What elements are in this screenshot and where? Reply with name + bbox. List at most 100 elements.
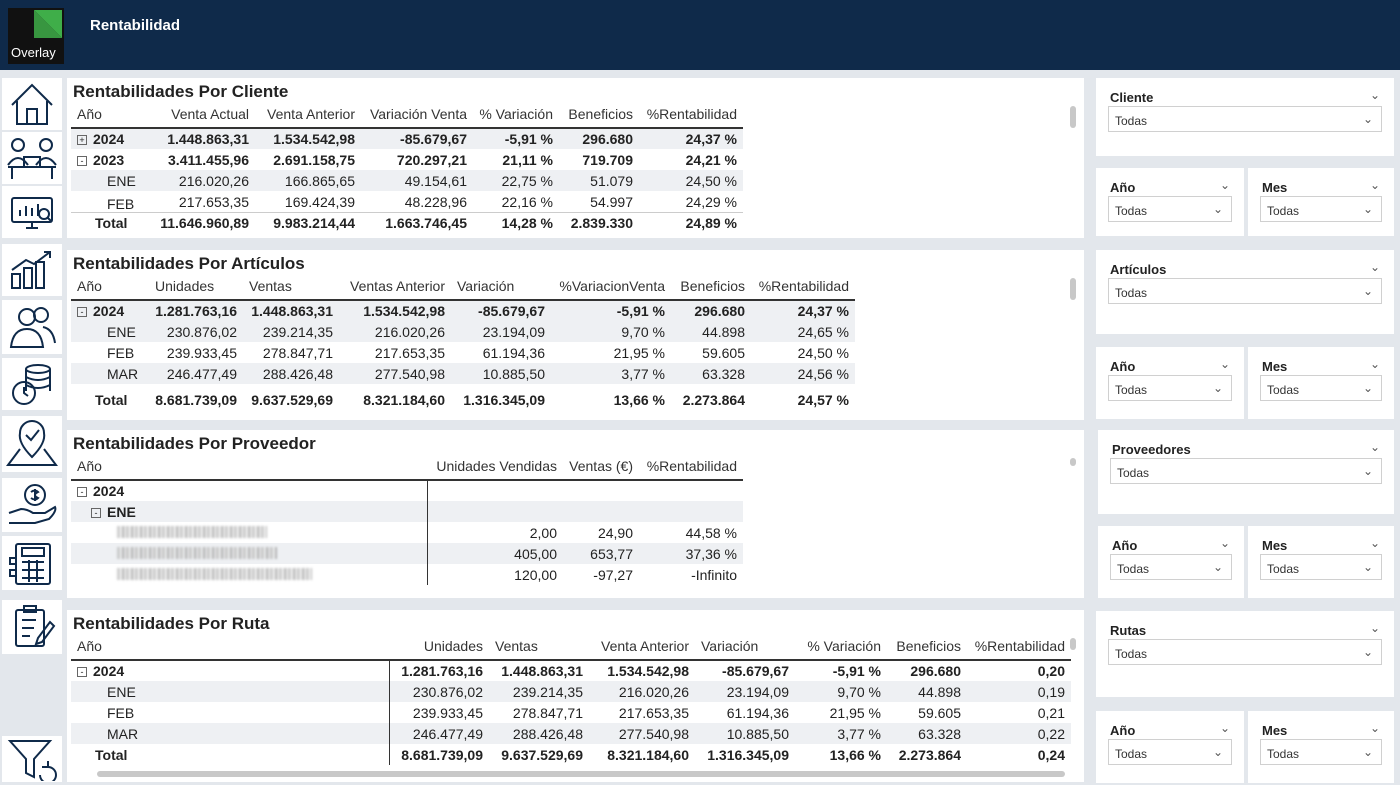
page-title: Rentabilidad bbox=[90, 17, 181, 34]
column-header[interactable]: % Variación bbox=[479, 105, 553, 122]
scrollbar[interactable] bbox=[1070, 638, 1076, 650]
table-row: -2023 3.411.455,96 2.691.158,75 720.297,21… bbox=[71, 149, 743, 170]
routes-button[interactable] bbox=[2, 416, 62, 472]
scrollbar[interactable] bbox=[1070, 106, 1076, 128]
users-icon bbox=[9, 307, 56, 348]
column-header[interactable]: Unidades bbox=[155, 277, 215, 294]
column-header[interactable]: Venta Anterior bbox=[601, 637, 689, 654]
collapse-icon[interactable]: - bbox=[77, 667, 87, 678]
column-header[interactable]: Unidades Vendidas bbox=[436, 457, 557, 474]
mes-dropdown[interactable]: Todas ⌄ bbox=[1260, 739, 1382, 765]
slicer-anio-3: Año ⌄ Todas ⌄ bbox=[1098, 526, 1244, 598]
collapse-icon[interactable]: - bbox=[77, 487, 87, 498]
expand-icon[interactable]: + bbox=[77, 135, 87, 146]
mes-dropdown[interactable]: Todas ⌄ bbox=[1260, 554, 1382, 580]
chevron-down-icon[interactable]: ⌄ bbox=[1369, 357, 1380, 371]
growth-button[interactable] bbox=[2, 244, 62, 296]
column-header[interactable]: % Variación bbox=[807, 637, 881, 654]
profitability-button[interactable] bbox=[2, 358, 62, 410]
chevron-down-icon: ⌄ bbox=[1362, 745, 1373, 759]
column-header[interactable]: Venta Actual bbox=[171, 105, 249, 122]
column-header[interactable]: Ventas bbox=[495, 637, 538, 654]
column-header[interactable]: Ventas bbox=[249, 277, 292, 294]
top-bar: Overlay Rentabilidad bbox=[0, 0, 1400, 70]
column-header[interactable]: %VariacionVenta bbox=[559, 277, 665, 294]
panel-rentabilidad-proveedor: Rentabilidades Por Proveedor Año Unidade… bbox=[67, 430, 1084, 598]
column-header[interactable]: Ventas Anterior bbox=[350, 277, 445, 294]
horizontal-scrollbar[interactable] bbox=[97, 771, 1065, 777]
column-header[interactable]: Variación bbox=[701, 637, 759, 654]
slicer-anio-1: Año ⌄ Todas ⌄ bbox=[1096, 168, 1244, 236]
chevron-down-icon[interactable]: ⌄ bbox=[1219, 721, 1230, 735]
mes-dropdown[interactable]: Todas ⌄ bbox=[1260, 375, 1382, 401]
table-row: -2024 1.281.763,16 1.448.863,31 1.534.542,… bbox=[71, 660, 1071, 681]
home-icon bbox=[11, 83, 53, 125]
clients-button[interactable] bbox=[2, 132, 62, 184]
table-row: FEB 217.653,35 169.424,39 48.228,96 22,16 %… bbox=[107, 193, 737, 213]
reset-filters-button[interactable] bbox=[2, 736, 62, 782]
column-header[interactable]: Beneficios bbox=[680, 277, 745, 294]
scrollbar[interactable] bbox=[1070, 458, 1076, 466]
table-total-cliente: Total 11.646.960,89 9.983.214,44 1.663.746… bbox=[71, 212, 743, 234]
mes-dropdown[interactable]: Todas ⌄ bbox=[1260, 196, 1382, 222]
money-button[interactable] bbox=[2, 478, 62, 532]
users-button[interactable] bbox=[2, 300, 62, 354]
chevron-down-icon[interactable]: ⌄ bbox=[1369, 621, 1380, 635]
tasks-button[interactable] bbox=[2, 600, 62, 654]
column-header[interactable]: Venta Anterior bbox=[267, 105, 355, 122]
column-header[interactable]: Variación bbox=[457, 277, 515, 294]
cliente-dropdown[interactable]: Todas ⌄ bbox=[1108, 106, 1382, 132]
money-hand-icon bbox=[8, 484, 57, 524]
column-header[interactable]: Beneficios bbox=[896, 637, 961, 654]
collapse-icon[interactable]: - bbox=[91, 507, 101, 518]
column-header[interactable]: Año bbox=[77, 105, 102, 122]
home-button[interactable] bbox=[2, 78, 62, 130]
anio-dropdown[interactable]: Todas ⌄ bbox=[1108, 375, 1232, 401]
anio-dropdown[interactable]: Todas ⌄ bbox=[1108, 196, 1232, 222]
chevron-down-icon[interactable]: ⌄ bbox=[1369, 260, 1380, 274]
slicer-mes-4: Mes ⌄ Todas ⌄ bbox=[1248, 711, 1394, 783]
column-header[interactable]: Beneficios bbox=[568, 105, 633, 122]
chevron-down-icon[interactable]: ⌄ bbox=[1369, 178, 1380, 192]
chevron-down-icon: ⌄ bbox=[1362, 112, 1373, 126]
scrollbar[interactable] bbox=[1070, 278, 1076, 300]
panel-rentabilidad-cliente: Rentabilidades Por Cliente Año Venta Act… bbox=[67, 78, 1084, 238]
rutas-dropdown[interactable]: Todas ⌄ bbox=[1108, 639, 1382, 665]
anio-dropdown[interactable]: Todas ⌄ bbox=[1110, 554, 1232, 580]
calculator-button[interactable] bbox=[2, 536, 62, 590]
collapse-icon[interactable]: - bbox=[77, 307, 87, 318]
chevron-down-icon[interactable]: ⌄ bbox=[1219, 536, 1230, 550]
table-row: MAR 246.477,49 288.426,48 277.540,98 10.885… bbox=[71, 363, 855, 384]
column-header[interactable]: Ventas (€) bbox=[569, 457, 633, 474]
chevron-down-icon: ⌄ bbox=[1212, 381, 1223, 395]
slicer-mes-2: Mes ⌄ Todas ⌄ bbox=[1248, 347, 1394, 419]
column-header[interactable]: Año bbox=[77, 457, 102, 474]
column-header[interactable]: %Rentabilidad bbox=[646, 457, 737, 474]
column-header[interactable]: Unidades bbox=[423, 637, 483, 654]
proveedores-dropdown[interactable]: Todas ⌄ bbox=[1110, 458, 1382, 484]
column-header[interactable]: %Rentabilidad bbox=[974, 637, 1065, 654]
collapse-icon[interactable]: - bbox=[77, 155, 87, 166]
column-header[interactable]: %Rentabilidad bbox=[758, 277, 849, 294]
panel-title: Rentabilidades Por Artículos bbox=[73, 254, 305, 273]
chevron-down-icon[interactable]: ⌄ bbox=[1369, 536, 1380, 550]
sales-report-button[interactable] bbox=[2, 186, 62, 238]
table-row: MAR 246.477,49 288.426,48 277.540,98 10.885… bbox=[71, 723, 1071, 744]
slicer-mes-3: Mes ⌄ Todas ⌄ bbox=[1248, 526, 1394, 598]
chevron-down-icon[interactable]: ⌄ bbox=[1219, 178, 1230, 192]
panel-rentabilidad-articulos: Rentabilidades Por Artículos Año Unidade… bbox=[67, 250, 1084, 420]
column-header[interactable]: %Rentabilidad bbox=[646, 105, 737, 122]
articulos-dropdown[interactable]: Todas ⌄ bbox=[1108, 278, 1382, 304]
column-header[interactable]: Año bbox=[77, 277, 102, 294]
anio-dropdown[interactable]: Todas ⌄ bbox=[1108, 739, 1232, 765]
redacted-supplier-name bbox=[117, 567, 312, 580]
chevron-down-icon[interactable]: ⌄ bbox=[1369, 721, 1380, 735]
column-header[interactable]: Año bbox=[77, 637, 102, 654]
table-row: - ENE bbox=[71, 501, 743, 522]
table-row: ENE 230.876,02 239.214,35 216.020,26 23.194… bbox=[71, 681, 1071, 702]
chevron-down-icon[interactable]: ⌄ bbox=[1369, 88, 1380, 102]
column-header[interactable]: Variación Venta bbox=[369, 105, 467, 122]
chevron-down-icon[interactable]: ⌄ bbox=[1219, 357, 1230, 371]
chevron-down-icon[interactable]: ⌄ bbox=[1369, 440, 1380, 454]
panel-title: Rentabilidades Por Proveedor bbox=[73, 434, 316, 453]
